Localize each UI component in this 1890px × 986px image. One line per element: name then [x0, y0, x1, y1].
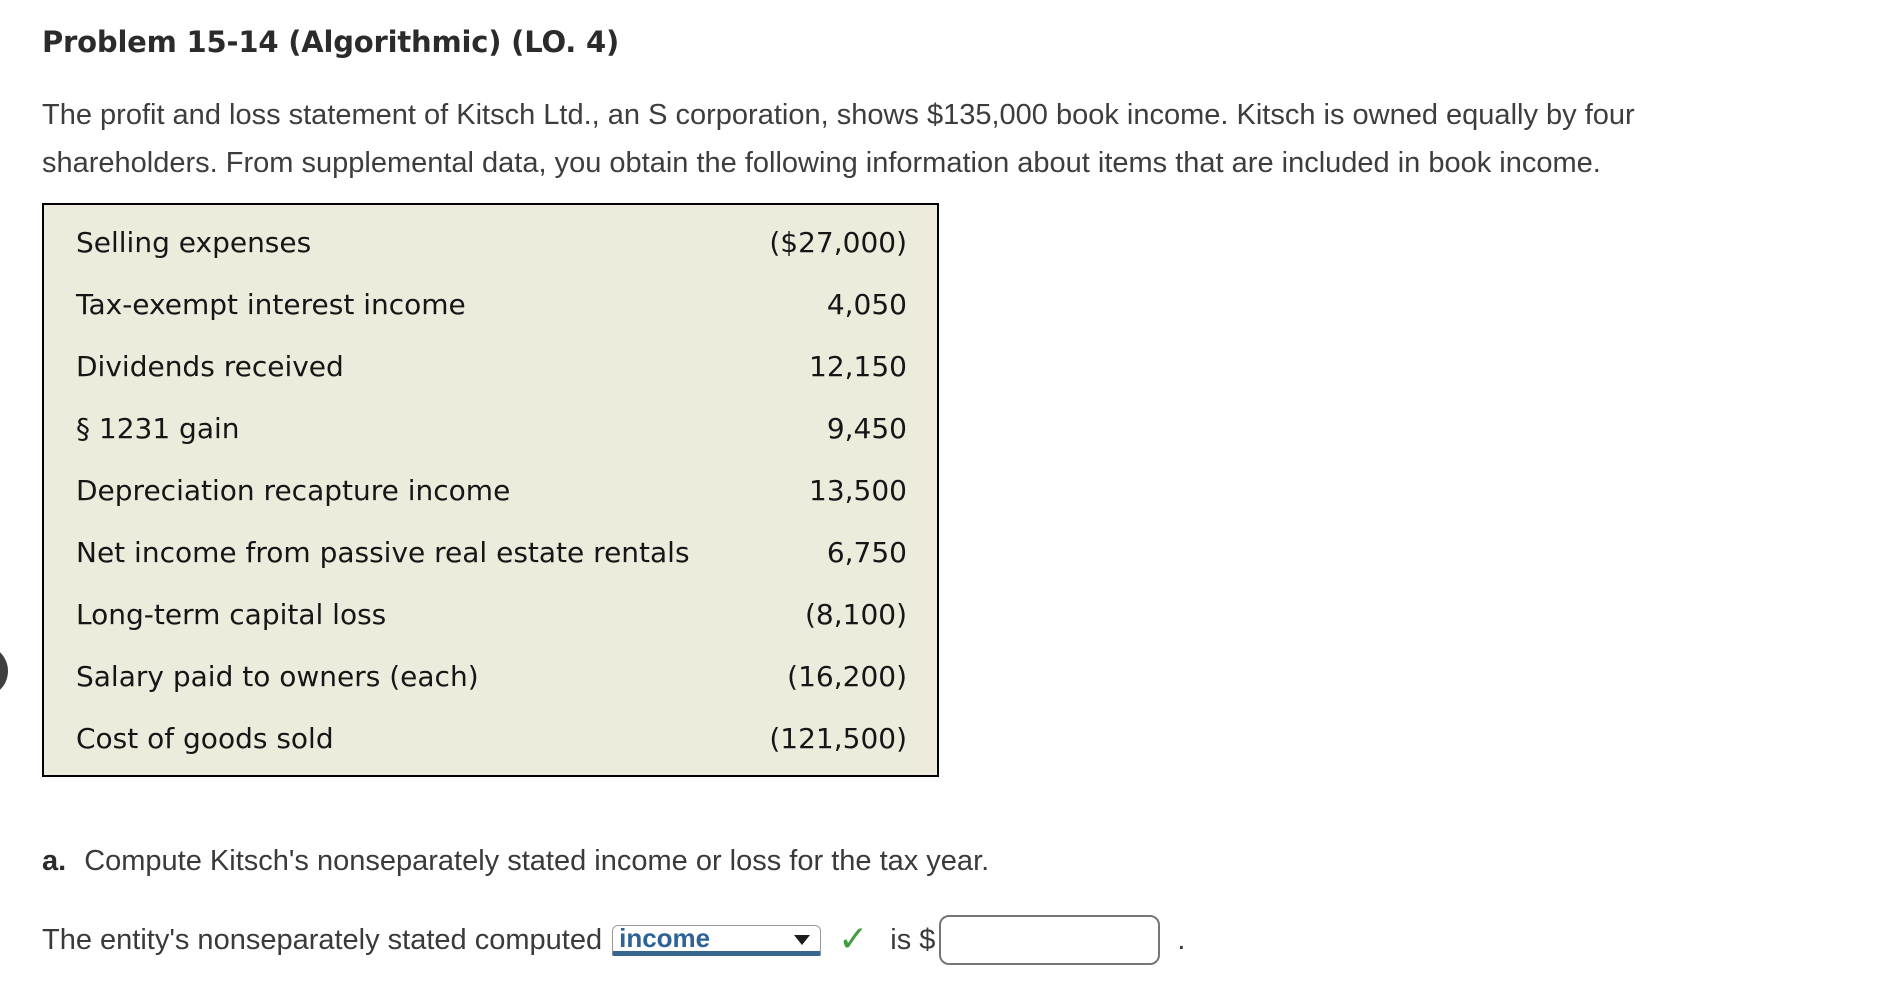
row-amount: (8,100) — [804, 597, 907, 631]
question-a: a. Compute Kitsch's nonseparately stated … — [42, 843, 1850, 879]
row-amount: 12,150 — [809, 349, 907, 383]
answer-line: The entity's nonseparately stated comput… — [42, 912, 1850, 968]
edge-circle-decoration — [0, 645, 8, 697]
row-amount: (121,500) — [769, 721, 907, 755]
row-amount: 9,450 — [826, 411, 907, 445]
description-line-1: The profit and loss statement of Kitsch … — [42, 99, 1635, 131]
problem-title: Problem 15-14 (Algorithmic) (LO. 4) — [42, 25, 620, 59]
table-row: § 1231 gain 9,450 — [44, 397, 937, 459]
answer-prefix-text: The entity's nonseparately stated comput… — [42, 923, 603, 956]
row-label: Cost of goods sold — [76, 721, 334, 755]
row-label: Tax-exempt interest income — [76, 287, 466, 321]
row-amount: (16,200) — [787, 659, 907, 693]
row-label: Selling expenses — [76, 225, 312, 259]
row-label: Depreciation recapture income — [76, 473, 511, 507]
table-row: Long-term capital loss (8,100) — [44, 583, 937, 645]
row-label: Long-term capital loss — [76, 597, 387, 631]
table-row: Depreciation recapture income 13,500 — [44, 459, 937, 521]
is-dollar-label: is $ — [890, 923, 936, 956]
problem-description: The profit and loss statement of Kitsch … — [42, 91, 1850, 187]
row-label: Salary paid to owners (each) — [76, 659, 479, 693]
question-a-text: Compute Kitsch's nonseparately stated in… — [84, 845, 990, 877]
correct-check-icon: ✓ — [838, 919, 869, 960]
row-amount: 4,050 — [826, 287, 907, 321]
table-row: Selling expenses ($27,000) — [44, 211, 937, 273]
description-line-2: shareholders. From supplemental data, yo… — [42, 147, 1601, 179]
table-row: Tax-exempt interest income 4,050 — [44, 273, 937, 335]
dropdown-arrow-icon — [794, 934, 811, 945]
sentence-period: . — [1177, 923, 1186, 956]
answer-dropdown[interactable]: income — [612, 923, 822, 956]
dropdown-selected-value: income — [619, 923, 711, 953]
table-row: Net income from passive real estate rent… — [44, 521, 937, 583]
question-a-marker: a. — [42, 845, 67, 877]
row-label: Dividends received — [76, 349, 344, 383]
amount-input[interactable] — [939, 915, 1161, 965]
row-amount: ($27,000) — [769, 225, 907, 259]
row-label: § 1231 gain — [76, 411, 240, 445]
row-amount: 6,750 — [826, 535, 907, 569]
table-row: Cost of goods sold (121,500) — [44, 707, 937, 769]
table-row: Dividends received 12,150 — [44, 335, 937, 397]
row-amount: 13,500 — [809, 473, 907, 507]
row-label: Net income from passive real estate rent… — [76, 535, 690, 569]
table-row: Salary paid to owners (each) (16,200) — [44, 645, 937, 707]
book-income-items-table: Selling expenses ($27,000) Tax-exempt in… — [42, 203, 939, 777]
